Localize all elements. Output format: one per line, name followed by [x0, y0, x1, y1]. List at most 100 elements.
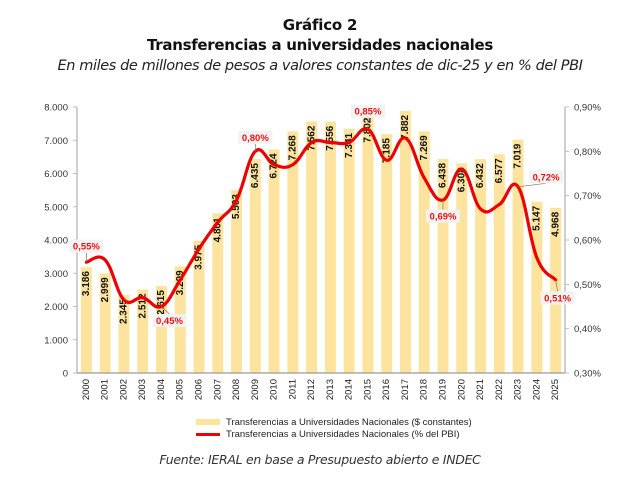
chart-subtitle: Transferencias a universidades nacionale…	[146, 36, 494, 54]
x-tick-label: 2006	[194, 379, 205, 400]
bar	[362, 113, 374, 374]
left-tick-label: 3.000	[44, 269, 68, 280]
right-tick-label: 0,30%	[574, 369, 601, 380]
bar-value-label: 7.562	[306, 125, 317, 150]
annotation-leader	[518, 182, 547, 188]
bar-value-label: 2.615	[156, 290, 167, 315]
left-tick-label: 5.000	[44, 202, 68, 213]
annotation-box	[350, 104, 385, 118]
bar	[80, 267, 92, 373]
chart-description: En miles de millones de pesos a valores …	[57, 58, 583, 74]
x-tick-label: 2000	[81, 379, 92, 400]
x-tick-label: 2020	[456, 379, 467, 400]
x-tick-label: 2025	[550, 379, 561, 400]
x-tick-label: 2014	[344, 379, 355, 400]
x-tick-label: 2004	[156, 379, 167, 400]
left-tick-label: 4.000	[44, 236, 68, 247]
bar-value-label: 2.999	[100, 277, 111, 302]
left-tick-label: 0	[63, 369, 68, 380]
bar	[118, 295, 130, 373]
bar	[343, 128, 355, 373]
bar	[475, 159, 487, 373]
bar	[493, 154, 505, 373]
annotation-label: 0,51%	[544, 293, 571, 304]
right-tick-label: 0,60%	[574, 236, 601, 247]
bar	[531, 201, 543, 373]
right-tick-label: 0,90%	[574, 103, 601, 114]
bar	[268, 149, 280, 373]
bar	[399, 110, 411, 374]
bar	[418, 131, 430, 373]
bar-value-label: 7.269	[419, 135, 430, 160]
annotation-box	[69, 239, 104, 253]
x-tick-label: 2022	[494, 379, 505, 400]
annotation-label: 0,85%	[354, 107, 381, 118]
bar	[512, 139, 524, 373]
bar	[437, 158, 449, 373]
x-tick-label: 2021	[475, 379, 486, 400]
annotation-box	[540, 291, 575, 305]
bar-value-label: 2.345	[119, 299, 130, 324]
bar-value-label: 6.308	[456, 167, 467, 192]
x-tick-label: 2003	[137, 379, 148, 400]
bar	[99, 273, 111, 373]
legend-item-line: Transferencias a Universidades Nacionale…	[196, 428, 472, 440]
bar-value-label: 7.019	[513, 143, 524, 168]
bar	[212, 213, 224, 373]
x-tick-label: 2001	[100, 379, 111, 400]
bar	[324, 121, 336, 373]
bar	[193, 240, 205, 373]
legend-swatch-bar	[196, 419, 220, 425]
right-tick-label: 0,50%	[574, 280, 601, 291]
left-tick-label: 2.000	[44, 302, 68, 313]
x-tick-label: 2016	[381, 379, 392, 400]
x-tick-label: 2011	[287, 379, 298, 399]
left-tick-label: 8.000	[44, 103, 68, 114]
bar-value-label: 7.556	[325, 125, 336, 150]
x-tick-label: 2002	[118, 379, 129, 400]
annotation-box	[238, 130, 273, 144]
annotation-box	[152, 314, 187, 327]
x-tick-label: 2009	[250, 379, 261, 400]
left-tick-label: 6.000	[44, 169, 68, 180]
bar-value-label: 7.268	[287, 135, 298, 160]
x-tick-label: 2023	[513, 379, 524, 400]
legend-label-line: Transferencias a Universidades Nacionale…	[226, 428, 460, 440]
bar	[456, 163, 468, 373]
bar-value-label: 4.968	[550, 211, 561, 236]
bar-value-label: 3.186	[81, 271, 92, 296]
right-tick-label: 0,70%	[574, 191, 601, 202]
annotation-box	[529, 170, 564, 184]
source-note: Fuente: IERAL en base a Presupuesto abie…	[159, 452, 481, 467]
x-tick-label: 2015	[362, 379, 373, 400]
annotation-label: 0,55%	[73, 242, 100, 253]
bar	[231, 190, 243, 373]
x-tick-label: 2017	[400, 379, 411, 400]
annotation-box	[426, 209, 460, 223]
annotation-label: 0,72%	[533, 172, 560, 183]
bar	[249, 159, 261, 373]
bar-value-label: 6.438	[438, 163, 449, 188]
bar	[155, 286, 167, 373]
x-tick-label: 2024	[531, 379, 542, 400]
x-tick-label: 2010	[269, 379, 280, 400]
x-tick-label: 2012	[306, 379, 317, 400]
legend-label-bars: Transferencias a Universidades Nacionale…	[226, 416, 472, 428]
x-tick-label: 2005	[175, 379, 186, 400]
right-tick-label: 0,80%	[574, 147, 601, 158]
annotation-leader	[161, 306, 170, 315]
bar-value-label: 7.341	[344, 132, 355, 157]
annotation-label: 0,45%	[156, 316, 183, 327]
x-tick-label: 2018	[419, 379, 430, 400]
x-tick-label: 2008	[231, 379, 242, 400]
bar	[306, 121, 318, 373]
bar-value-label: 7.882	[400, 114, 411, 139]
chart-title: Gráfico 2	[282, 16, 358, 34]
bar-value-label: 7.185	[381, 138, 392, 163]
bar	[381, 134, 393, 373]
annotation-label: 0,80%	[242, 133, 269, 144]
bar-value-label: 3.975	[194, 244, 205, 269]
x-tick-label: 2013	[325, 379, 336, 400]
bar-value-label: 6.432	[475, 163, 486, 188]
